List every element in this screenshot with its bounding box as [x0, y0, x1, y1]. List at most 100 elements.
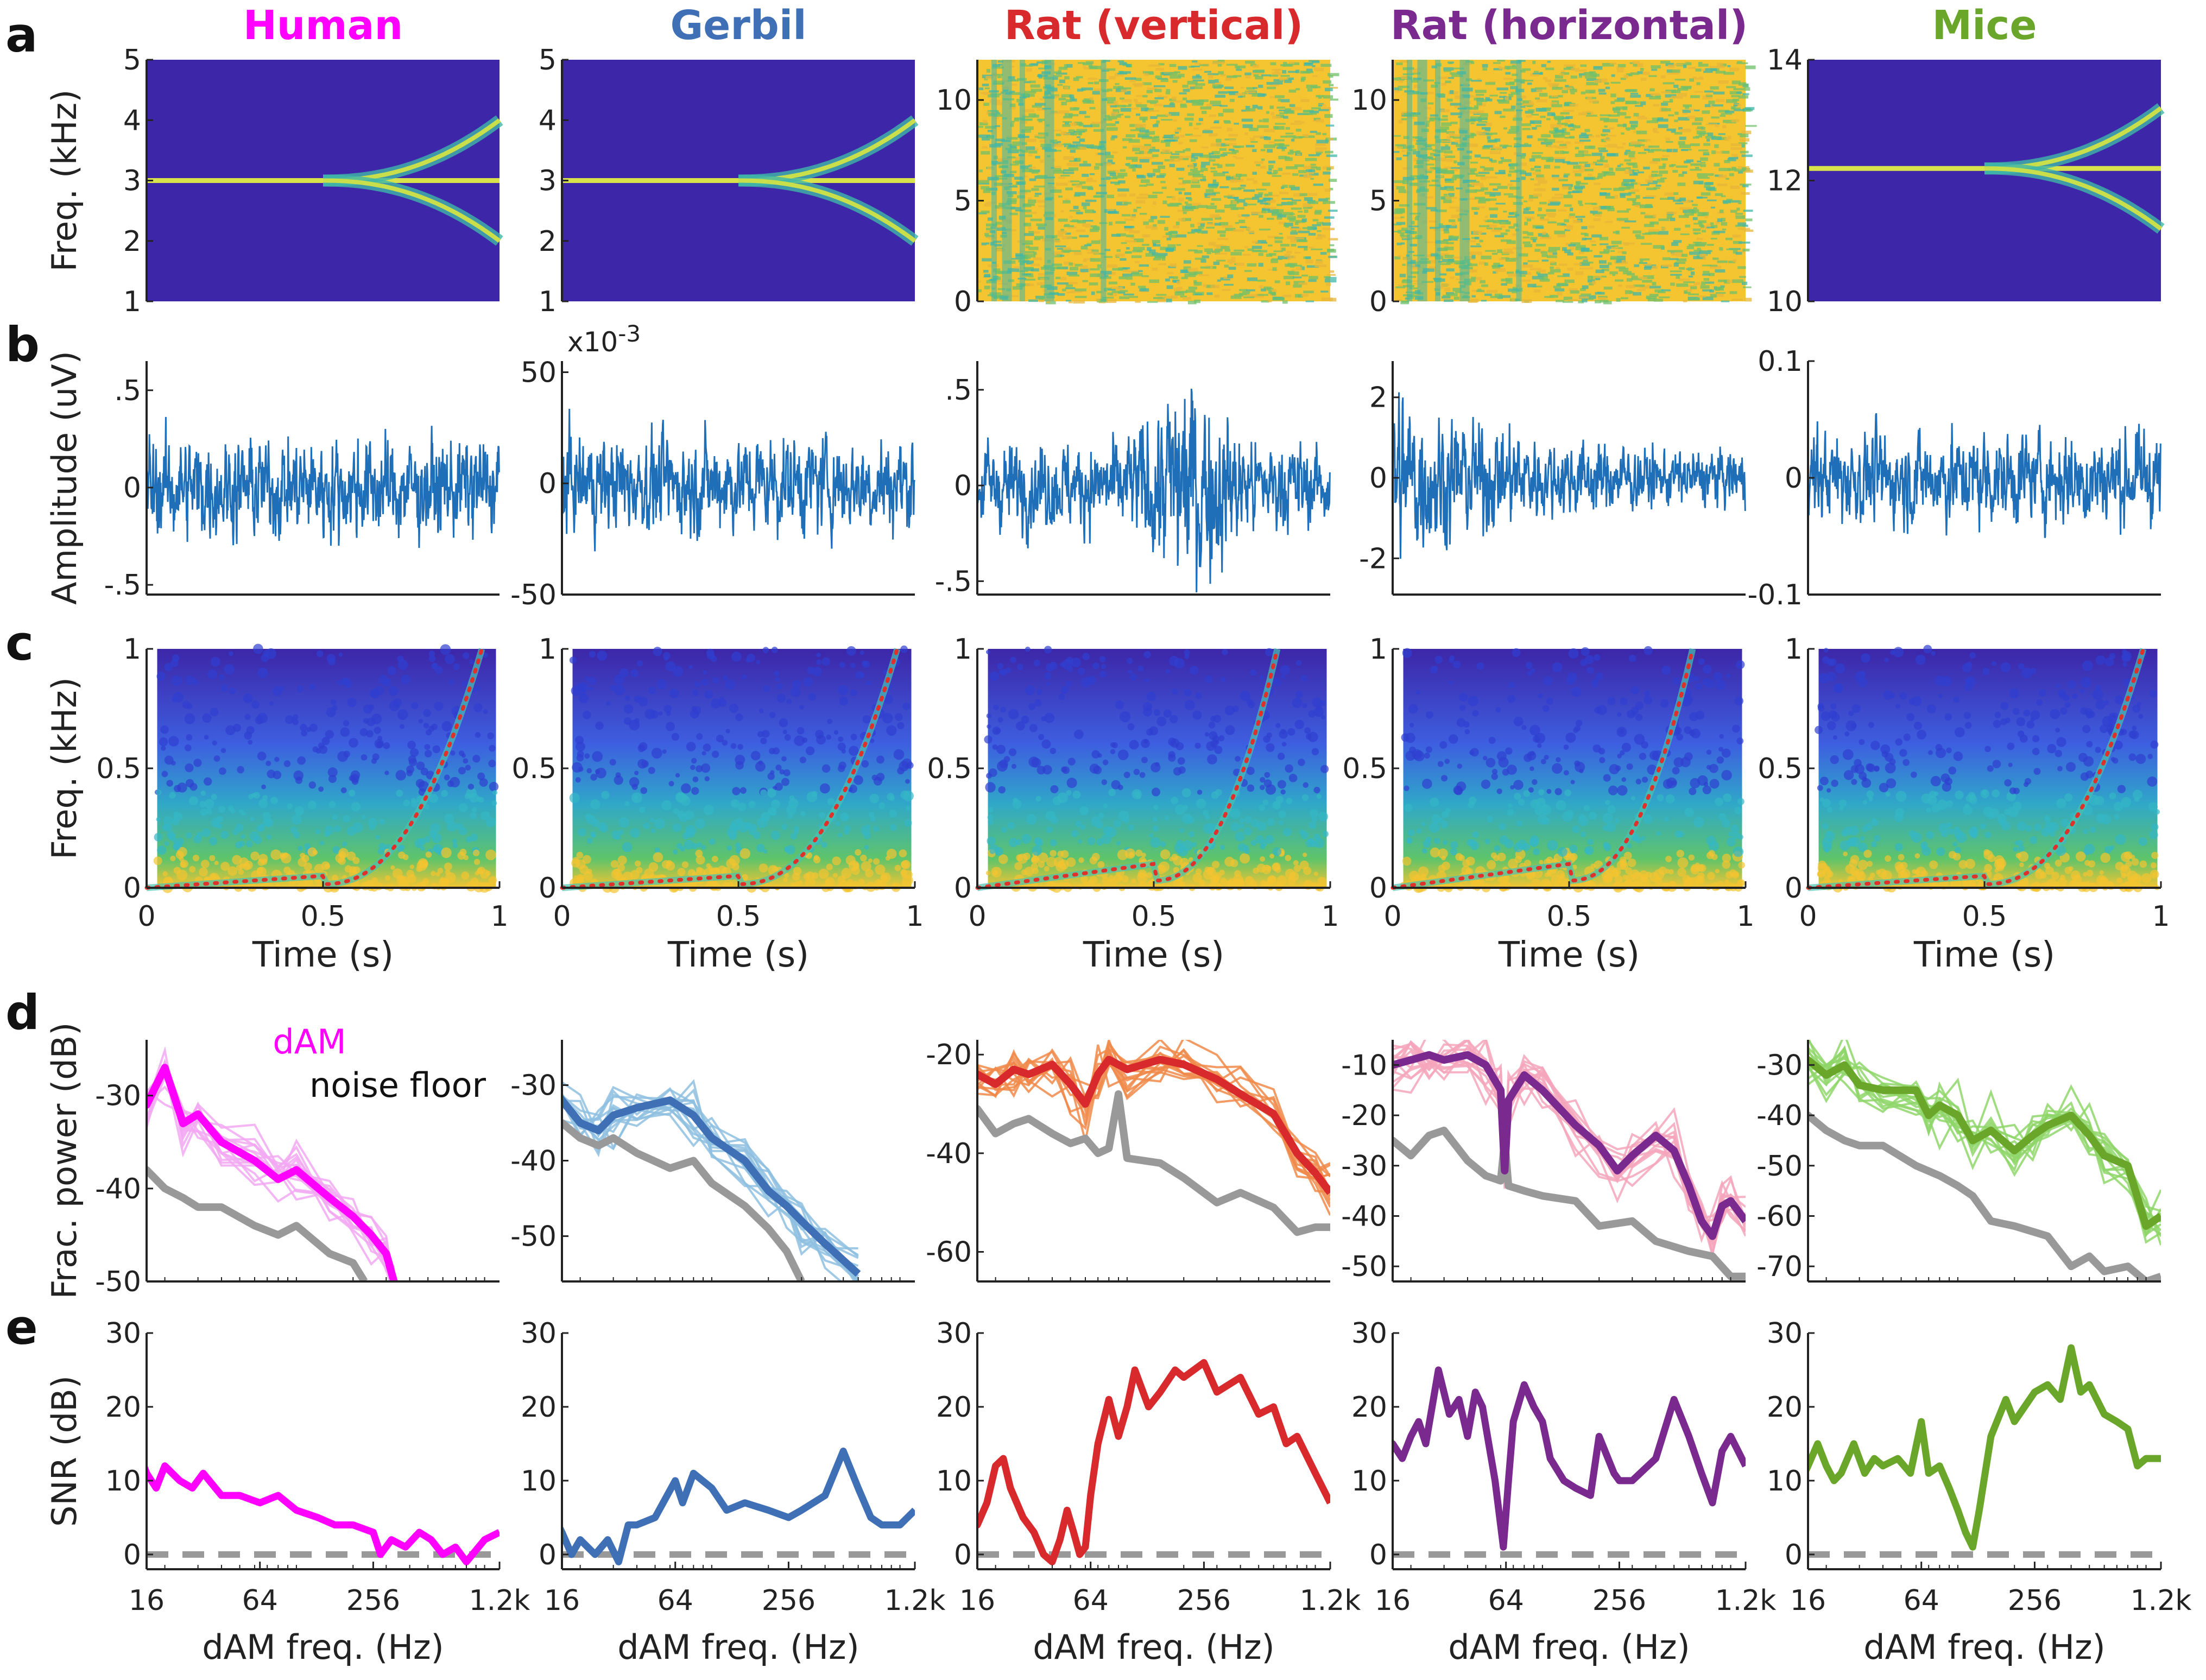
spectrogram-speckle: [1687, 293, 1699, 295]
spectrogram-speckle: [1080, 875, 1088, 883]
spectrogram-speckle: [1695, 117, 1703, 122]
spectrogram-speckle: [1508, 273, 1520, 277]
spectrogram-speckle: [1106, 123, 1116, 127]
spectrogram-speckle: [253, 836, 262, 844]
spectrogram-speckle: [1704, 185, 1711, 188]
spectrogram-speckle: [1721, 300, 1730, 302]
spectrogram-speckle: [576, 875, 584, 883]
spectrogram-speckle: [1284, 223, 1293, 226]
spectrogram-speckle: [1697, 126, 1704, 129]
spectrogram-speckle: [1523, 211, 1534, 214]
spectrogram-speckle: [1745, 125, 1757, 127]
spectrogram-speckle: [741, 674, 747, 680]
spectrogram-speckle: [1152, 154, 1159, 157]
spectrogram-speckle: [1652, 282, 1657, 286]
spectrogram-speckle: [1586, 250, 1592, 252]
spectrogram-speckle: [1616, 256, 1626, 260]
spectrogram-speckle: [1219, 148, 1227, 151]
spectrogram-speckle: [1546, 237, 1550, 239]
spectrogram-speckle: [1564, 173, 1570, 176]
spectrogram-speckle: [1185, 134, 1193, 136]
spectrogram-speckle: [1069, 114, 1079, 117]
spectrogram-speckle: [1540, 236, 1552, 239]
spectrogram-speckle: [1569, 104, 1578, 106]
spectrogram-speckle: [1410, 175, 1423, 178]
spectrogram-speckle: [1425, 241, 1434, 243]
spectrogram-speckle: [827, 718, 833, 724]
spectrogram-speckle: [1190, 224, 1194, 228]
spectrogram-speckle: [1670, 258, 1679, 260]
spectrogram-speckle: [1153, 244, 1161, 247]
spectrogram-speckle: [1083, 260, 1087, 262]
spectrogram-speckle: [1216, 143, 1227, 147]
spectrogram-speckle: [1597, 295, 1608, 299]
spectrogram-speckle: [1303, 110, 1314, 113]
spectrogram-speckle: [1715, 287, 1724, 291]
spectrogram-speckle: [1205, 189, 1214, 193]
spectrogram-speckle: [1235, 65, 1246, 68]
spectrogram-speckle: [1430, 153, 1436, 156]
spectrogram-speckle: [1590, 210, 1598, 214]
spectrogram-speckle: [1233, 75, 1242, 77]
spectrogram-speckle: [1313, 184, 1324, 186]
spectrogram-speckle: [435, 666, 443, 674]
spectrogram-speckle: [1275, 123, 1286, 125]
spectrogram-speckle: [1293, 284, 1302, 288]
spectrogram-speckle: [1730, 143, 1741, 146]
spectrogram-speckle: [1718, 168, 1731, 172]
spectrogram-speckle: [154, 832, 163, 842]
spectrogram-speckle: [1440, 187, 1448, 191]
spectrogram-speckle: [1550, 127, 1555, 129]
spectrogram-speckle: [1507, 271, 1514, 274]
spectrogram-speckle: [1315, 147, 1327, 150]
spectrogram-speckle: [1021, 129, 1031, 133]
spectrogram-speckle: [1261, 93, 1267, 96]
spectrogram-speckle: [1443, 239, 1451, 241]
spectrogram-speckle: [1071, 263, 1076, 266]
spectrogram-speckle: [1651, 170, 1659, 173]
spectrogram-speckle: [584, 753, 590, 759]
spectrogram-speckle: [225, 725, 236, 736]
spectrogram-speckle: [1295, 267, 1303, 270]
spectrogram-speckle: [1096, 290, 1102, 294]
spectrogram-speckle: [332, 846, 340, 854]
spectrogram-speckle: [1116, 233, 1127, 237]
spectrogram-speckle: [1620, 78, 1626, 80]
spectrogram-speckle: [1267, 86, 1276, 90]
spectrogram-speckle: [1251, 197, 1260, 200]
spectrogram-speckle: [878, 802, 886, 809]
spectrogram-speckle: [1679, 136, 1686, 140]
spectrogram-speckle: [1706, 138, 1710, 142]
spectrogram-speckle: [709, 838, 716, 845]
spectrogram-speckle: [1710, 222, 1714, 225]
spectrogram-speckle: [887, 793, 895, 801]
spectrogram-speckle: [251, 700, 260, 709]
spectrogram-speckle: [1720, 285, 1725, 288]
spectrogram-speckle: [400, 724, 405, 729]
spectrogram-speckle: [1083, 67, 1090, 70]
spectrogram-speckle: [1649, 294, 1659, 297]
spectrogram-speckle: [1178, 142, 1183, 144]
spectrogram-speckle: [1174, 129, 1181, 132]
spectrogram-speckle: [1566, 162, 1579, 165]
spectrogram-speckle: [1445, 155, 1456, 158]
spectrogram-speckle: [1222, 171, 1229, 174]
spectrogram-speckle: [1511, 299, 1515, 302]
spectrogram-speckle: [1037, 136, 1046, 139]
spectrogram-speckle: [1254, 70, 1265, 73]
spectrogram-speckle: [1262, 118, 1269, 123]
spectrogram-speckle: [663, 704, 672, 713]
spectrogram-speckle: [1502, 146, 1507, 149]
spectrogram-speckle: [1155, 75, 1162, 79]
spectrogram-speckle: [1160, 841, 1166, 848]
spectrogram-speckle: [1240, 94, 1246, 98]
spectrogram-speckle: [978, 212, 987, 214]
spectrogram-speckle: [995, 114, 1003, 117]
spectrogram-speckle: [1193, 280, 1197, 284]
spectrogram-speckle: [1725, 119, 1736, 124]
spectrogram-speckle: [1278, 155, 1287, 160]
spectrogram-speckle: [781, 778, 789, 786]
spectrogram-speckle: [1324, 279, 1337, 283]
spectrogram-speckle: [1081, 87, 1093, 91]
spectrogram-speckle: [1639, 144, 1645, 147]
